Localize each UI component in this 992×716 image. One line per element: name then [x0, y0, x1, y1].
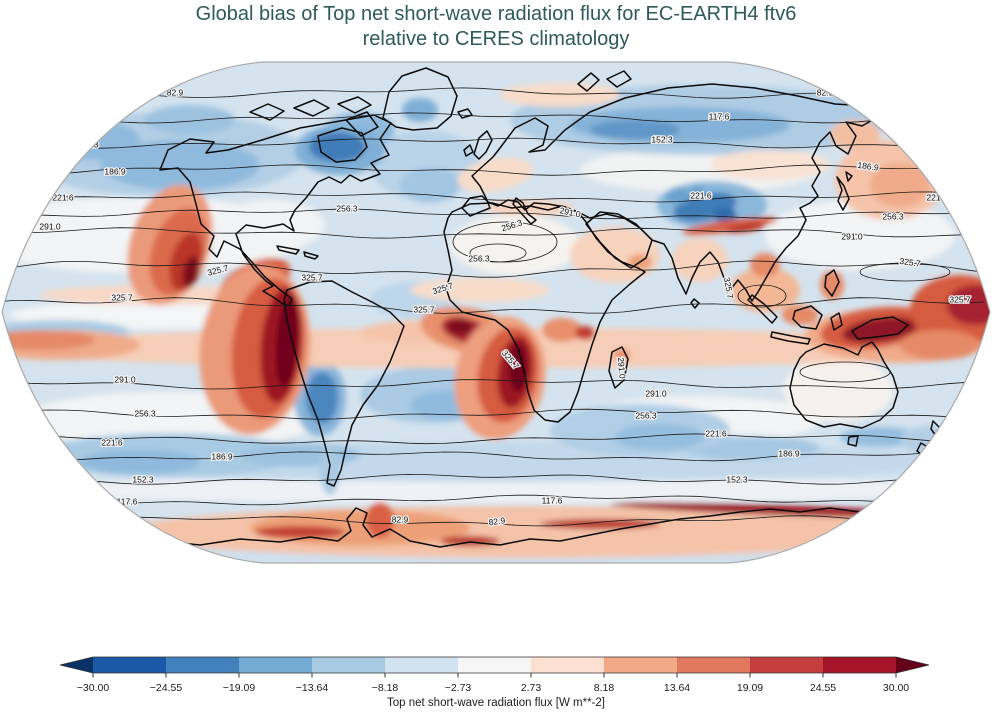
coastlines: [117, 67, 947, 550]
contour-label: 82.9: [392, 514, 409, 524]
colorbar-tick-label: 30.00: [883, 682, 909, 694]
colorbar-segment: [823, 657, 897, 673]
colorbar-segment: [750, 657, 824, 673]
contour-label: 152.3: [132, 474, 154, 484]
contour-label: 256.3: [468, 253, 490, 263]
contour-line-152.3: [2, 137, 985, 149]
contour-label: 291.0: [645, 388, 667, 398]
contour-label: 117.6: [709, 111, 730, 121]
figure-title-line1: Global bias of Top net short-wave radiat…: [195, 3, 797, 25]
colorbar-tick-label: −8.18: [372, 682, 399, 694]
colorbar-segment: [93, 657, 167, 673]
contour-label: 186.9: [211, 451, 233, 461]
contour-label: 325.7: [949, 294, 971, 304]
figure-title: Global bias of Top net short-wave radiat…: [0, 2, 992, 52]
contour-label: 221.6: [52, 192, 74, 202]
contour-labels: 82.9 82.9 117.6 152.3 152.3 186.9 186.9 221.6 22…: [38, 86, 972, 529]
contour-label: 82.9: [817, 87, 834, 97]
contour-line-291: [2, 227, 985, 239]
contour-label: 186.9: [857, 160, 880, 173]
colorbar-tick-label: −19.09: [223, 682, 256, 694]
contour-label: 325.7: [111, 292, 133, 302]
contour-label: 256.3: [134, 408, 156, 418]
contour-line-186.9: [2, 450, 985, 462]
contour-label: 152.3: [726, 474, 748, 484]
contour-loop: [737, 284, 787, 308]
colorbar: −30.00 −24.55 −19.09 −13.64 −8.18 −2.73 2.73 8.…: [59, 656, 930, 694]
figure-title-line2: relative to CERES climatology: [362, 28, 630, 50]
contour-label: 82.9: [488, 515, 506, 527]
contour-label: 325.7: [899, 256, 922, 269]
contour-label: 291.0: [39, 221, 61, 231]
contour-label: 256.3: [635, 410, 657, 420]
contour-line-82.9: [2, 515, 985, 527]
colorbar-tick-label: 13.64: [664, 682, 690, 694]
contour-line-186.9: [2, 164, 985, 176]
contour-label: 117.6: [542, 495, 563, 505]
contour-line-256.3: [2, 408, 985, 420]
contour-line-117.6: [2, 494, 985, 506]
contour-label: 152.3: [651, 134, 673, 144]
contour-loop: [469, 243, 527, 263]
contour-lines: [2, 87, 985, 527]
colorbar-tick-label: 19.09: [737, 682, 763, 694]
map-boundary: [1, 61, 991, 564]
colorbar-tick-label: −2.73: [445, 682, 472, 694]
colorbar-segment: [239, 657, 313, 673]
contour-label: 256.3: [882, 211, 904, 221]
contour-label: 186.9: [104, 166, 126, 176]
colorbar-over-arrow: [896, 657, 929, 673]
contour-loop: [799, 361, 891, 383]
contour-label: 186.9: [778, 448, 800, 458]
contour-line-117.6: [2, 112, 985, 124]
colorbar-under-arrow: [60, 657, 93, 673]
bias-shading: [2, 83, 990, 563]
contour-line-221.6: [2, 191, 985, 203]
colorbar-segment: [385, 657, 459, 673]
colorbar-segment: [458, 657, 532, 673]
colorbar-tick-label: 2.73: [521, 682, 542, 694]
colorbar-tick-label: −13.64: [296, 682, 329, 694]
colorbar-tick-label: 8.18: [594, 682, 615, 694]
contour-label: 325.7: [301, 272, 323, 282]
colorbar-label: Top net short-wave radiation flux [W m**…: [387, 697, 605, 709]
contour-loop: [859, 262, 951, 282]
contour-label: 221.6: [101, 437, 123, 447]
world-map: 82.9 82.9 117.6 152.3 152.3 186.9 186.9 221.6 22…: [1, 61, 991, 564]
contour-label: 82.9: [167, 87, 184, 97]
colorbar-tick-label: 24.55: [810, 682, 836, 694]
contour-label: 117.6: [117, 496, 138, 506]
contour-label: 291.0: [114, 374, 136, 384]
colorbar-tick-label: −24.55: [150, 682, 183, 694]
colorbar-segment: [604, 657, 678, 673]
colorbar-tick-label: −30.00: [77, 682, 110, 694]
colorbar-segment: [677, 657, 751, 673]
contour-label: 256.3: [336, 203, 358, 213]
contour-line-152.3: [2, 473, 985, 485]
contour-label: 291.0: [616, 357, 628, 379]
colorbar-segment: [166, 657, 240, 673]
contour-line-256.3: [2, 208, 985, 220]
contour-line-291: [2, 379, 985, 390]
contour-label: 291.0: [841, 231, 863, 241]
contour-line-325.7: [2, 260, 985, 278]
contour-line-325.7: [2, 297, 985, 314]
colorbar-segment: [312, 657, 386, 673]
contour-label: 325.7: [413, 304, 435, 314]
contour-label: 221.6: [705, 428, 727, 438]
contour-label: 221.6: [690, 190, 712, 200]
contour-line-221.6: [2, 433, 985, 445]
colorbar-segment: [531, 657, 605, 673]
